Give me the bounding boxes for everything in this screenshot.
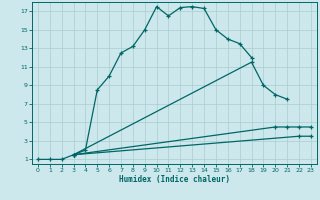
X-axis label: Humidex (Indice chaleur): Humidex (Indice chaleur): [119, 175, 230, 184]
